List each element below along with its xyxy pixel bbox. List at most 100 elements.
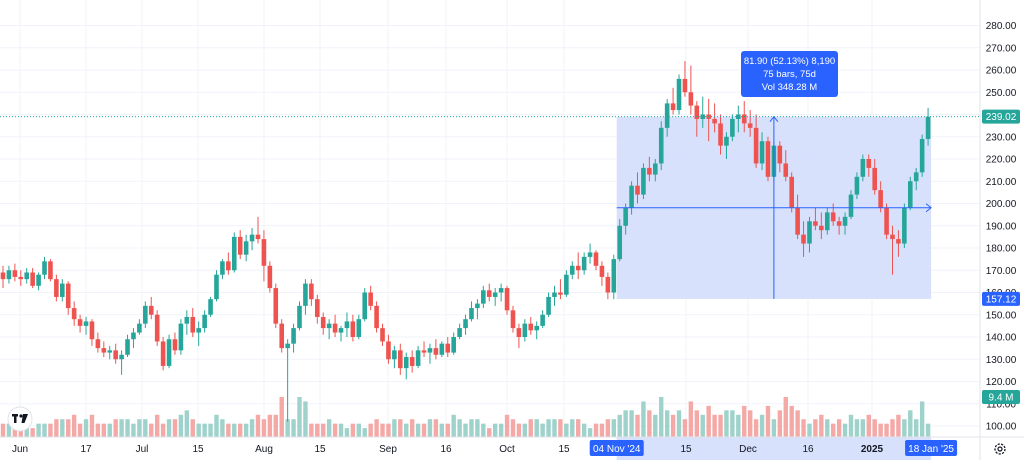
volume-bar bbox=[83, 419, 89, 437]
volume-bar bbox=[676, 410, 682, 437]
candle-body bbox=[718, 123, 723, 146]
volume-bar bbox=[694, 410, 700, 437]
candle-body bbox=[730, 118, 735, 137]
candle-body bbox=[546, 296, 551, 315]
volume-bar bbox=[730, 410, 735, 437]
volume-bar bbox=[819, 414, 824, 437]
candle-body bbox=[694, 105, 700, 119]
volume-bar bbox=[48, 423, 53, 437]
volume-bar bbox=[617, 414, 622, 437]
volume-bar bbox=[688, 401, 694, 437]
candle-body bbox=[516, 328, 522, 337]
candle-body bbox=[564, 274, 569, 295]
candle-body bbox=[688, 92, 694, 106]
volume-bar bbox=[368, 423, 373, 437]
volume-bar bbox=[753, 419, 759, 437]
candle-body bbox=[569, 265, 575, 275]
volume-bar bbox=[836, 419, 842, 437]
candle-body bbox=[279, 323, 285, 349]
volume-bar bbox=[279, 397, 284, 437]
volume-bar bbox=[249, 419, 255, 437]
candle-body bbox=[95, 339, 101, 349]
volume-bar bbox=[89, 414, 95, 437]
volume-bar bbox=[522, 423, 528, 437]
candle-body bbox=[581, 256, 587, 271]
volume-bar bbox=[285, 419, 290, 437]
volume-bar bbox=[226, 423, 231, 437]
candle-body bbox=[273, 288, 279, 324]
candle-body bbox=[398, 350, 403, 369]
volume-bar bbox=[902, 419, 907, 437]
volume-bar bbox=[36, 423, 41, 437]
candle-body bbox=[42, 261, 47, 275]
settings-gear-icon[interactable] bbox=[994, 443, 1006, 455]
volume-bar bbox=[243, 423, 249, 437]
volume-bar bbox=[896, 414, 901, 437]
range-low-label: 157.12 bbox=[986, 294, 1017, 305]
volume-bar bbox=[154, 414, 160, 437]
measure-time-range bbox=[616, 437, 932, 460]
candle-body bbox=[860, 159, 866, 177]
candle-body bbox=[237, 236, 243, 255]
candle-body bbox=[6, 270, 12, 280]
candle-body bbox=[635, 185, 640, 195]
end-date-label: 18 Jan '25 bbox=[908, 444, 954, 455]
volume-bar bbox=[0, 423, 6, 437]
candle-body bbox=[427, 348, 433, 353]
candle-body bbox=[107, 350, 113, 353]
candle-body bbox=[243, 241, 249, 255]
candle-body bbox=[641, 167, 646, 195]
volume-bar bbox=[66, 419, 71, 437]
price-axis[interactable]: 280.00270.00260.00250.00240.00230.00220.… bbox=[986, 21, 1017, 433]
start-date-label: 04 Nov '24 bbox=[593, 444, 641, 455]
volume-bar bbox=[451, 414, 456, 437]
volume-bar bbox=[498, 423, 504, 437]
measure-tooltip-line2: 75 bars, 75d bbox=[763, 69, 816, 80]
candle-body bbox=[24, 272, 30, 280]
candle-body bbox=[765, 141, 771, 177]
candle-body bbox=[249, 234, 255, 242]
candle-body bbox=[119, 354, 124, 360]
current-price-label: 239.02 bbox=[986, 112, 1017, 123]
candle-body bbox=[439, 343, 445, 355]
candle-body bbox=[795, 207, 800, 235]
candle-body bbox=[611, 259, 617, 293]
price-tick-label: 250.00 bbox=[986, 88, 1017, 99]
candle-body bbox=[208, 299, 213, 315]
candle-body bbox=[907, 181, 913, 208]
volume-bar bbox=[214, 414, 219, 437]
candle-body bbox=[807, 221, 812, 244]
volume-bar bbox=[564, 423, 569, 437]
volume-bar bbox=[528, 419, 533, 437]
volume-bar bbox=[380, 423, 385, 437]
candle-body bbox=[587, 252, 593, 257]
volume-bar bbox=[398, 419, 403, 437]
candle-body bbox=[896, 239, 901, 244]
time-tick-label: 17 bbox=[80, 444, 92, 455]
candle-body bbox=[522, 323, 528, 337]
volume-bar bbox=[570, 419, 575, 437]
candle-body bbox=[54, 279, 59, 297]
candle-body bbox=[261, 239, 267, 266]
time-tick-label: 15 bbox=[314, 444, 326, 455]
volume-bar bbox=[119, 419, 124, 437]
candle-body bbox=[83, 321, 89, 326]
candle-body bbox=[148, 305, 154, 315]
tradingview-logo-icon[interactable] bbox=[7, 406, 33, 432]
time-axis[interactable]: Jun 17 Jul 15 Aug 15 Sep 16 Oct 15 15 Dec 16 2025 bbox=[12, 444, 884, 455]
volume-bar bbox=[866, 414, 871, 437]
volume-bar bbox=[599, 423, 605, 437]
volume-bar bbox=[481, 423, 486, 437]
volume-bar bbox=[445, 423, 450, 437]
volume-bar bbox=[469, 419, 474, 437]
volume-bar bbox=[326, 419, 332, 437]
candle-body bbox=[813, 221, 818, 226]
volume-bar bbox=[356, 423, 361, 437]
end-date-tag: 18 Jan '25 bbox=[905, 440, 958, 456]
volume-bar bbox=[332, 423, 338, 437]
volume-bar bbox=[872, 419, 877, 437]
candle-body bbox=[481, 290, 486, 304]
price-tick-label: 110.00 bbox=[986, 399, 1016, 410]
volume-bar bbox=[718, 414, 723, 437]
